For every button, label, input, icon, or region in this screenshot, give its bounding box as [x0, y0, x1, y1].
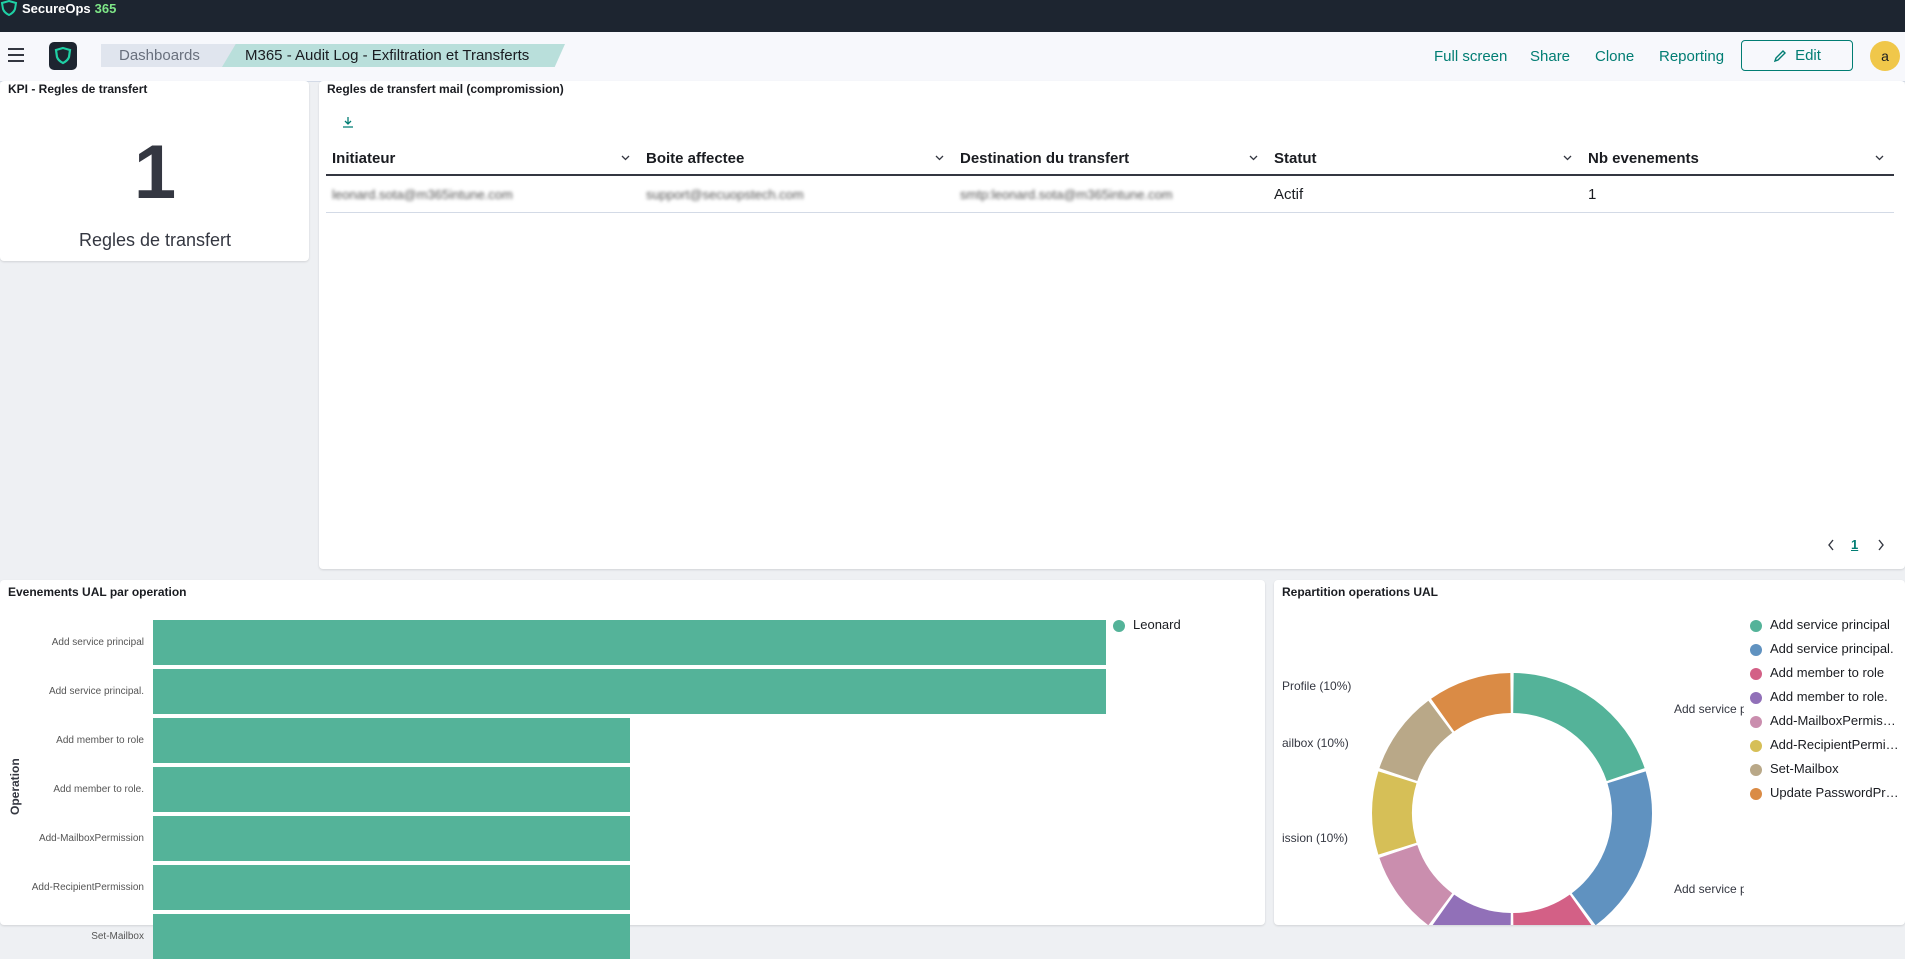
kpi-value: 1: [133, 130, 177, 215]
kpi-panel: [0, 81, 309, 261]
chevron-down-icon[interactable]: [1249, 153, 1258, 162]
donut-chart: [1372, 673, 1652, 925]
column-header-destination[interactable]: Destination du transfert: [954, 143, 1268, 176]
brand-name: SecureOps: [22, 0, 91, 16]
legend-item[interactable]: Add member to role: [1750, 661, 1900, 685]
table-cell: smtp:leonard.sota@m365intune.com: [954, 175, 1268, 213]
table-row[interactable]: leonard.sota@m365intune.com support@secu…: [326, 175, 1894, 213]
legend-label: Add member to role.: [1770, 689, 1888, 704]
table-cell: Actif: [1268, 175, 1582, 213]
bar-legend[interactable]: Leonard: [1113, 617, 1181, 632]
kpi-title: KPI - Regles de transfert: [8, 82, 148, 96]
donut-callout: ailbox (10%): [1282, 736, 1349, 750]
legend-label: Leonard: [1133, 617, 1181, 632]
top-bar: SecureOps 365: [0, 0, 1905, 32]
chevron-down-icon[interactable]: [1875, 153, 1884, 162]
kpi-label: Regles de transfert: [78, 230, 232, 250]
legend-item[interactable]: Update PasswordProfile: [1750, 781, 1900, 805]
legend-label: Set-Mailbox: [1770, 761, 1839, 776]
bar-category-label: Set-Mailbox: [91, 930, 144, 942]
bar-chart-panel: [0, 580, 1265, 925]
legend-swatch: [1750, 739, 1762, 752]
share-link[interactable]: Share: [1530, 48, 1571, 65]
chevron-down-icon[interactable]: [621, 153, 630, 162]
legend-swatch: [1113, 619, 1125, 632]
legend-swatch: [1750, 787, 1762, 800]
donut-callout: ission (10%): [1282, 831, 1349, 845]
header-bar: Dashboards M365 - Audit Log - Exfiltrati…: [0, 32, 1905, 82]
donut-legend: Add service principal Add service princip…: [1750, 613, 1900, 805]
chevron-down-icon[interactable]: [935, 153, 944, 162]
column-label: Boite affectee: [646, 150, 745, 167]
donut-slice[interactable]: [1431, 673, 1511, 732]
legend-item[interactable]: Add-RecipientPermission: [1750, 733, 1900, 757]
chevron-right-icon[interactable]: [1876, 538, 1886, 552]
donut-slice[interactable]: [1513, 894, 1593, 925]
donut-slice[interactable]: [1431, 894, 1511, 925]
donut-slice[interactable]: [1571, 771, 1652, 925]
rules-table-title: Regles de transfert mail (compromission): [327, 82, 564, 96]
legend-label: Add service principal.: [1770, 641, 1894, 656]
legend-item[interactable]: Add-MailboxPermission: [1750, 709, 1900, 733]
edit-label: Edit: [1795, 47, 1821, 64]
donut-slice[interactable]: [1379, 845, 1453, 925]
chevron-down-icon[interactable]: [1563, 153, 1572, 162]
pencil-icon: [1773, 49, 1787, 62]
chevron-left-icon[interactable]: [1826, 538, 1836, 552]
breadcrumb-current: M365 - Audit Log - Exfiltration et Trans…: [222, 44, 565, 67]
reporting-link[interactable]: Reporting: [1659, 48, 1725, 65]
column-header-statut[interactable]: Statut: [1268, 143, 1582, 176]
column-label: Destination du transfert: [960, 150, 1130, 167]
rules-table: Initiateur Boite affectee Destination du…: [326, 143, 1894, 213]
legend-item[interactable]: Add service principal: [1750, 613, 1900, 637]
table-cell: leonard.sota@m365intune.com: [326, 175, 640, 213]
column-label: Nb evenements: [1588, 150, 1699, 167]
page-number[interactable]: 1: [1851, 537, 1859, 552]
donut-callout: Add service p: [1674, 882, 1744, 896]
legend-label: Update PasswordProfile: [1770, 785, 1900, 800]
donut-callout: Profile (10%): [1282, 679, 1352, 693]
table-cell: support@secuopstech.com: [640, 175, 954, 213]
legend-label: Add-RecipientPermission: [1770, 737, 1900, 752]
legend-swatch: [1750, 619, 1762, 632]
legend-label: Add member to role: [1770, 665, 1885, 680]
legend-label: Add-MailboxPermission: [1770, 713, 1900, 728]
column-header-nb[interactable]: Nb evenements: [1582, 143, 1894, 176]
table-cell: 1: [1582, 175, 1894, 213]
legend-swatch: [1750, 763, 1762, 776]
brand-suffix: 365: [94, 0, 117, 16]
donut-callout: Add service p: [1674, 702, 1744, 716]
app-logo[interactable]: [49, 42, 77, 70]
legend-label: Add service principal: [1770, 617, 1890, 632]
donut-slice[interactable]: [1372, 771, 1417, 855]
y-axis-title: Operation: [8, 758, 22, 815]
donut-chart-title: Repartition operations UAL: [1282, 585, 1439, 599]
legend-item[interactable]: Add service principal.: [1750, 637, 1900, 661]
column-header-initiateur[interactable]: Initiateur: [326, 143, 640, 176]
legend-item[interactable]: Add member to role.: [1750, 685, 1900, 709]
legend-item[interactable]: Set-Mailbox: [1750, 757, 1900, 781]
clone-link[interactable]: Clone: [1595, 48, 1635, 65]
donut-slice[interactable]: [1513, 673, 1645, 781]
bar-chart-title: Evenements UAL par operation: [8, 585, 187, 599]
legend-swatch: [1750, 691, 1762, 704]
donut-chart-panel: [1274, 580, 1905, 925]
edit-button[interactable]: Edit: [1741, 40, 1853, 71]
full-screen-link[interactable]: Full screen: [1434, 48, 1508, 65]
shield-icon: [54, 46, 72, 65]
legend-swatch: [1750, 715, 1762, 728]
shield-icon: [0, 0, 18, 16]
legend-swatch: [1750, 643, 1762, 656]
column-label: Statut: [1274, 150, 1317, 167]
brand-logo[interactable]: SecureOps 365: [0, 0, 116, 16]
column-label: Initiateur: [332, 150, 396, 167]
breadcrumb-dashboards[interactable]: Dashboards: [101, 44, 237, 67]
legend-swatch: [1750, 667, 1762, 680]
donut-slice[interactable]: [1379, 700, 1453, 781]
menu-icon[interactable]: [8, 48, 24, 62]
column-header-boite[interactable]: Boite affectee: [640, 143, 954, 176]
avatar[interactable]: a: [1870, 41, 1900, 71]
download-icon[interactable]: [341, 115, 355, 129]
